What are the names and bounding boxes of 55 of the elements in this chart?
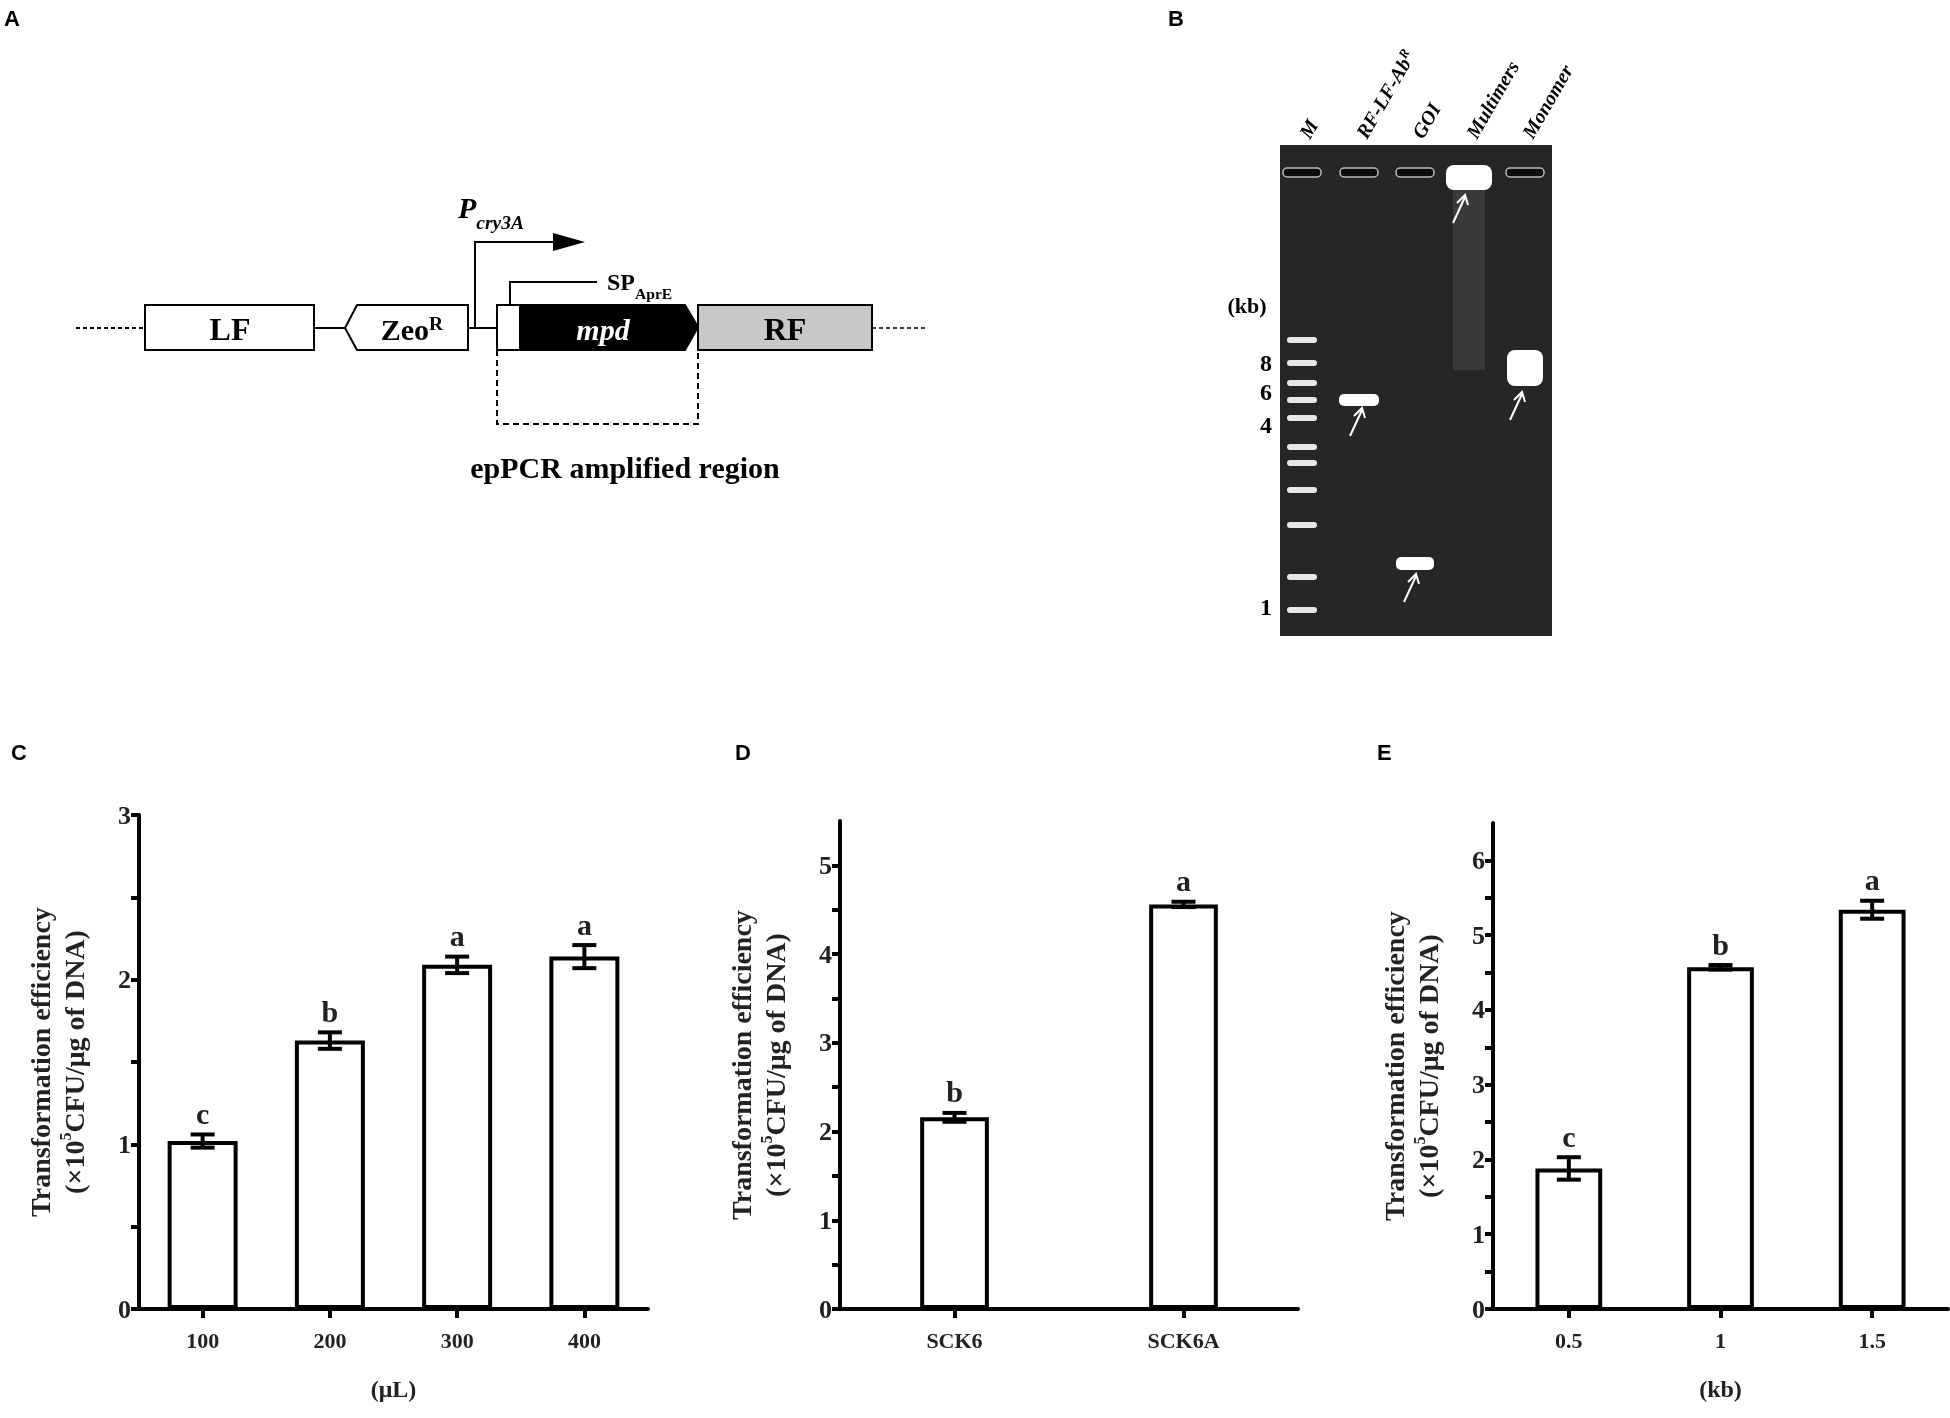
x-axis-title: (μL) [370,1376,417,1402]
y-tick-label: 6 [1472,845,1485,875]
x-tick-label: 1 [1715,1327,1726,1353]
annotation: a [576,907,592,941]
text: 4 [1260,412,1272,438]
x-tick-label: 1.5 [1858,1327,1886,1353]
y-tick-label: 1 [1472,1219,1485,1249]
y-tick-label: 1 [118,1129,131,1159]
chart-title: E [1377,739,1392,765]
annotation: a [1864,863,1880,897]
x-axis-title: (kb) [1699,1376,1742,1402]
x-tick-label: 400 [567,1327,601,1353]
annotation: b [946,1075,963,1109]
y-tick-label: 0 [819,1294,832,1324]
text: SP$_{AprE}$ [607,269,673,302]
annotation: b [1712,927,1729,961]
x-tick-label: SCK6 [926,1327,983,1353]
annotation: c [195,1096,210,1130]
y-tick-label: 1 [819,1205,832,1235]
chart-title: D [735,739,751,765]
y-tick-label: 2 [118,965,131,995]
annotation: c [1562,1119,1576,1153]
x-tick-label: 0.5 [1555,1327,1583,1353]
text: epPCR amplified region [470,451,781,484]
annotation: b [321,994,339,1028]
y-tick-label: 0 [1472,1294,1485,1324]
y-tick-label: 4 [1472,995,1485,1025]
text: 6 [1260,379,1272,405]
y-tick-label: 2 [1472,1144,1485,1174]
text: 8 [1260,350,1272,376]
text: B [1168,6,1184,31]
y-tick-label: 5 [1472,920,1485,950]
y-tick-label: 3 [819,1028,832,1058]
text: Zeo$^{R}$ [380,312,445,346]
text: M [1293,114,1323,143]
text: P$_{cry3A}$ [457,191,524,233]
text: RF [763,311,807,347]
text: (kb) [1227,293,1267,318]
x-tick-label: SCK6A [1147,1327,1220,1353]
text: 1 [1260,594,1272,620]
y-tick-label: 3 [1472,1070,1485,1100]
x-tick-label: 100 [186,1327,220,1353]
y-tick-label: 0 [118,1294,131,1324]
y-tick-label: 3 [118,800,131,830]
text: mpd [576,313,631,346]
y-tick-label: 5 [819,850,832,880]
chart-title: C [11,739,27,765]
annotation: a [1176,864,1191,898]
text: A [4,6,20,31]
x-tick-label: 200 [313,1327,347,1353]
y-tick-label: 2 [819,1117,832,1147]
y-tick-label: 4 [819,939,832,969]
x-tick-label: 300 [440,1327,474,1353]
text: LF [209,311,251,347]
annotation: a [449,919,465,953]
